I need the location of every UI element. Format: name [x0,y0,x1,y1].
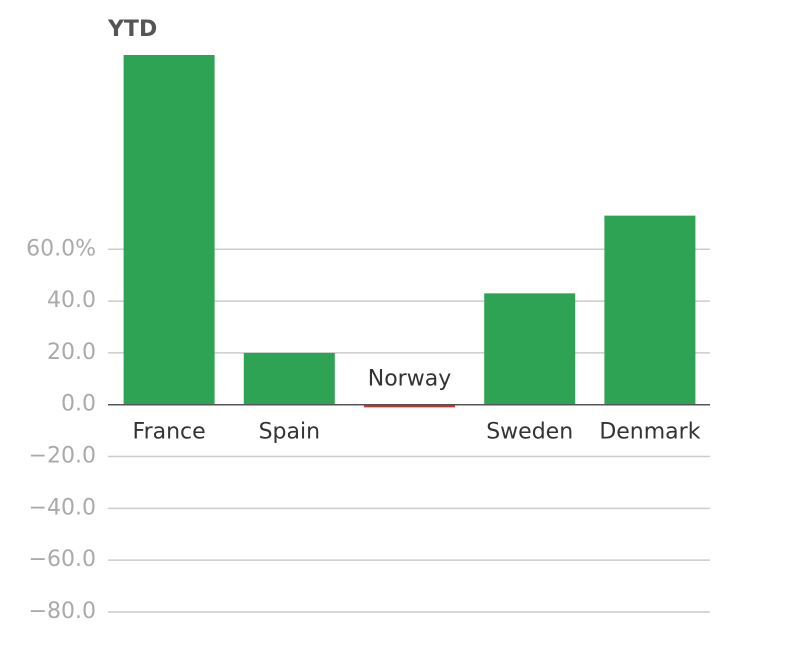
y-tick-label: 0.0 [61,392,96,417]
bar [484,293,576,405]
bar [364,404,455,408]
y-tick-label: 60.0% [26,236,96,261]
x-tick-label: France [133,420,206,445]
x-tick-label: Spain [259,420,320,445]
y-tick-label: −60.0 [29,547,96,572]
y-tick-label: 40.0 [47,288,96,313]
y-tick-label: −40.0 [29,495,96,520]
y-tick-label: −20.0 [29,444,96,469]
x-tick-label: Sweden [486,420,573,445]
x-tick-label: Denmark [599,420,700,445]
bar [123,55,215,405]
bar [243,352,335,405]
y-tick-label: −80.0 [29,599,96,624]
bar [604,215,696,405]
chart-title: YTD [107,17,157,42]
x-tick-label: Norway [368,367,451,392]
y-tick-label: 20.0 [47,340,96,365]
